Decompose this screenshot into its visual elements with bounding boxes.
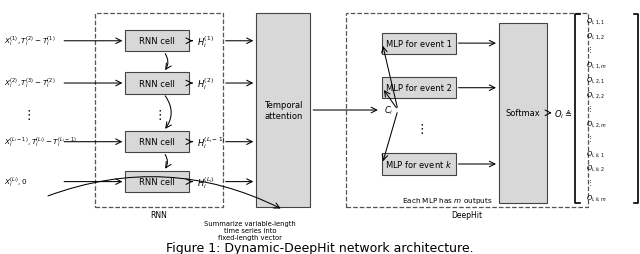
Bar bbox=[125, 73, 189, 94]
Text: Softmax: Softmax bbox=[506, 109, 540, 118]
Text: $O_{i,k,1}$: $O_{i,k,1}$ bbox=[586, 148, 604, 158]
Text: $O_i \triangleq$: $O_i \triangleq$ bbox=[554, 107, 572, 120]
Text: $X_i^{(L_i)}, 0$: $X_i^{(L_i)}, 0$ bbox=[4, 175, 28, 189]
Text: $C_i$: $C_i$ bbox=[384, 104, 394, 117]
Text: $O_{i,1,2}$: $O_{i,1,2}$ bbox=[586, 31, 605, 41]
Bar bbox=[346, 13, 588, 208]
Text: $O_{i,1,1}$: $O_{i,1,1}$ bbox=[586, 16, 605, 26]
Text: RNN cell: RNN cell bbox=[140, 177, 175, 186]
Bar bbox=[125, 132, 189, 153]
Text: $\vdots$: $\vdots$ bbox=[586, 134, 591, 143]
Text: $O_{i,k,2}$: $O_{i,k,2}$ bbox=[586, 163, 604, 173]
Text: RNN cell: RNN cell bbox=[140, 37, 175, 46]
Text: MLP for event 1: MLP for event 1 bbox=[386, 39, 452, 49]
Bar bbox=[382, 34, 456, 54]
Text: $\vdots$: $\vdots$ bbox=[586, 178, 591, 187]
Bar bbox=[125, 171, 189, 193]
Text: $O_{i,2,2}$: $O_{i,2,2}$ bbox=[586, 89, 605, 99]
Text: $\vdots$: $\vdots$ bbox=[153, 107, 161, 121]
Text: RNN cell: RNN cell bbox=[140, 79, 175, 88]
Bar bbox=[499, 24, 547, 203]
Text: $H_i^{(L_i)}$: $H_i^{(L_i)}$ bbox=[197, 174, 215, 190]
Text: $O_{i,2,1}$: $O_{i,2,1}$ bbox=[586, 75, 605, 85]
Text: $\vdots$: $\vdots$ bbox=[586, 45, 591, 55]
Text: MLP for event $k$: MLP for event $k$ bbox=[385, 159, 452, 170]
Text: Each MLP has $m$ outputs: Each MLP has $m$ outputs bbox=[403, 195, 493, 205]
Text: Summarize variable-length
time series into
fixed-length vector: Summarize variable-length time series in… bbox=[204, 220, 296, 240]
Text: RNN: RNN bbox=[150, 210, 168, 219]
Bar bbox=[256, 13, 310, 208]
Text: $H_i^{(1)}$: $H_i^{(1)}$ bbox=[197, 34, 214, 49]
Text: $\vdots$: $\vdots$ bbox=[22, 107, 31, 121]
Text: $H_i^{(2)}$: $H_i^{(2)}$ bbox=[197, 76, 214, 91]
Text: $O_{i,2,m}$: $O_{i,2,m}$ bbox=[586, 119, 607, 129]
Text: DeepHit: DeepHit bbox=[451, 210, 483, 219]
Text: $X_i^{(L_i-1)}, T_i^{(L_i)}-T_i^{(L_i-1)}$: $X_i^{(L_i-1)}, T_i^{(L_i)}-T_i^{(L_i-1)… bbox=[4, 135, 77, 149]
Text: $X_i^{(1)}, T_i^{(2)}-T_i^{(1)}$: $X_i^{(1)}, T_i^{(2)}-T_i^{(1)}$ bbox=[4, 35, 56, 49]
Text: $\vdots$: $\vdots$ bbox=[586, 104, 591, 114]
Bar bbox=[382, 78, 456, 99]
Text: $X_i^{(2)}, T_i^{(3)}-T_i^{(2)}$: $X_i^{(2)}, T_i^{(3)}-T_i^{(2)}$ bbox=[4, 76, 56, 91]
Bar bbox=[95, 13, 223, 208]
Text: MLP for event 2: MLP for event 2 bbox=[386, 84, 452, 93]
Text: Figure 1: Dynamic-DeepHit network architecture.: Figure 1: Dynamic-DeepHit network archit… bbox=[166, 242, 474, 254]
Text: $H_i^{(L_i-1)}$: $H_i^{(L_i-1)}$ bbox=[197, 134, 226, 150]
Text: RNN cell: RNN cell bbox=[140, 138, 175, 147]
Text: Temporal
attention: Temporal attention bbox=[264, 101, 303, 120]
Text: $O_{i,k,m}$: $O_{i,k,m}$ bbox=[586, 192, 606, 202]
Bar bbox=[382, 154, 456, 175]
Text: $O_{i,1,m}$: $O_{i,1,m}$ bbox=[586, 60, 607, 70]
Text: $\vdots$: $\vdots$ bbox=[415, 121, 424, 135]
Bar bbox=[125, 31, 189, 52]
